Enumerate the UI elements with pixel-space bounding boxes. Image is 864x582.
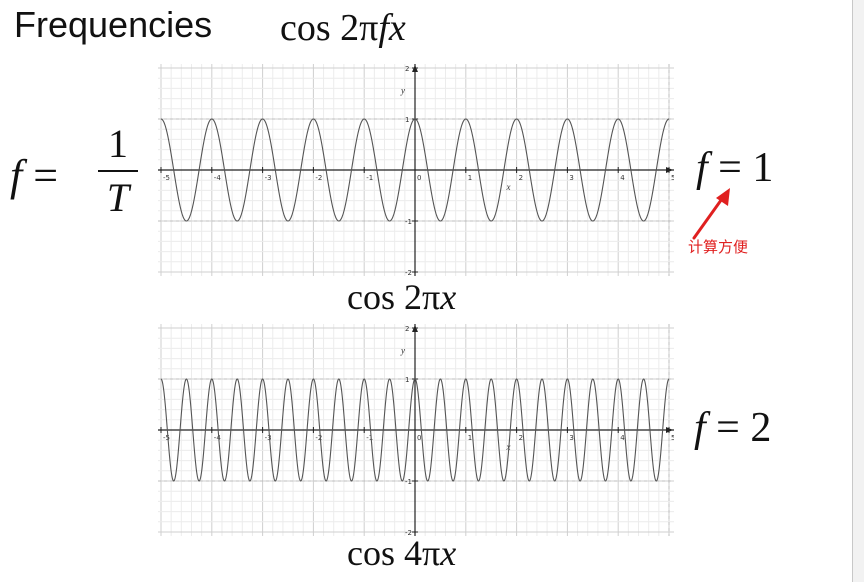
plot-canvas: -5 -4 -3 -2 -1 0 1 2 3 4 5 2 1 -1 -2 x y <box>158 324 674 536</box>
plot-1-caption-coef: 2 <box>404 277 422 317</box>
x-tick-label: 2 <box>519 174 523 182</box>
period-relation-eq: = <box>22 151 59 200</box>
y-tick-label: 2 <box>405 325 409 333</box>
x-tick-label: -3 <box>265 174 272 182</box>
plot-2-caption-x: x <box>440 533 457 573</box>
y-tick-label: -1 <box>405 218 412 226</box>
frequency-label-1-f: f <box>696 145 708 191</box>
title-formula-f: f <box>378 7 389 49</box>
fraction-bar <box>98 170 138 172</box>
plot-2-caption-fn: cos <box>347 533 395 573</box>
frequency-label-2-eq: = <box>705 405 751 451</box>
plot-1-caption-x: x <box>440 277 457 317</box>
plot-2-caption-coef: 4 <box>404 533 422 573</box>
plot-cos-4pi-x: -5 -4 -3 -2 -1 0 1 2 3 4 5 2 1 -1 -2 x y <box>158 324 674 536</box>
plot-1-caption-fn: cos <box>347 277 395 317</box>
x-tick-label: -5 <box>163 174 170 182</box>
x-tick-label: 1 <box>468 174 472 182</box>
frequency-label-1-eq: = <box>707 145 753 191</box>
period-relation-lhs: f = <box>10 150 58 201</box>
y-tick-label: -2 <box>405 269 412 276</box>
x-tick-label: 5 <box>671 174 674 182</box>
title-formula-fn: cos <box>280 7 331 49</box>
plot-1-caption: cos 2πx <box>347 276 456 318</box>
series-line <box>160 118 670 222</box>
x-tick-label: -1 <box>366 174 373 182</box>
x-tick-label: 2 <box>519 434 523 442</box>
x-tick-label: -3 <box>265 434 272 442</box>
plot-canvas: -5 -4 -3 -2 -1 0 1 2 3 4 5 2 1 -1 -2 x y <box>158 64 674 276</box>
y-axis-label: y <box>400 346 405 356</box>
title-formula: cos 2πfx <box>280 6 406 50</box>
frequency-label-2: f = 2 <box>694 404 771 452</box>
frequency-label-1: f = 1 <box>696 144 773 192</box>
y-tick-label: -1 <box>405 478 412 486</box>
frequency-label-2-f: f <box>694 405 706 451</box>
series-line <box>160 378 670 482</box>
title-formula-pi: π <box>359 7 379 49</box>
title-formula-x: x <box>388 7 406 49</box>
frequency-label-1-value: 1 <box>752 145 774 191</box>
annotation-note: 计算方便 <box>688 238 749 256</box>
x-tick-label: 3 <box>569 434 573 442</box>
x-tick-label: -2 <box>315 434 322 442</box>
x-tick-label: -4 <box>214 174 222 182</box>
annotation-arrow-icon <box>692 188 730 240</box>
slide-edge-divider <box>852 0 853 582</box>
x-tick-label: 1 <box>468 434 472 442</box>
slide-title: Frequencies <box>14 4 213 45</box>
period-relation-f: f <box>10 151 23 200</box>
period-relation-fraction: 1 T <box>98 122 138 220</box>
y-tick-label: 1 <box>405 116 409 124</box>
x-tick-label: 5 <box>671 434 674 442</box>
window-gutter <box>853 0 864 582</box>
x-tick-label: 0 <box>417 174 421 182</box>
y-tick-label: 2 <box>405 65 409 73</box>
x-tick-label: 3 <box>569 174 573 182</box>
plot-2-caption: cos 4πx <box>347 532 456 574</box>
x-axis-label: x <box>505 182 510 192</box>
y-axis-label: y <box>400 86 405 96</box>
x-axis-label: x <box>505 442 510 452</box>
x-tick-label: -2 <box>315 174 322 182</box>
x-tick-label: -4 <box>214 434 222 442</box>
plot-1-caption-pi: π <box>422 277 441 317</box>
title-formula-coef: 2 <box>340 7 360 49</box>
x-tick-label: 4 <box>620 434 625 442</box>
x-tick-label: 4 <box>620 174 625 182</box>
x-tick-label: -5 <box>163 434 170 442</box>
x-tick-label: -1 <box>366 434 373 442</box>
y-tick-label: -2 <box>405 529 412 536</box>
frequency-label-2-value: 2 <box>750 405 772 451</box>
plot-2-caption-pi: π <box>422 533 441 573</box>
fraction-numerator: 1 <box>108 121 128 166</box>
plot-cos-2pi-x: -5 -4 -3 -2 -1 0 1 2 3 4 5 2 1 -1 -2 x y <box>158 64 674 276</box>
y-tick-label: 1 <box>405 376 409 384</box>
x-tick-label: 0 <box>417 434 421 442</box>
fraction-denominator: T <box>106 175 130 220</box>
